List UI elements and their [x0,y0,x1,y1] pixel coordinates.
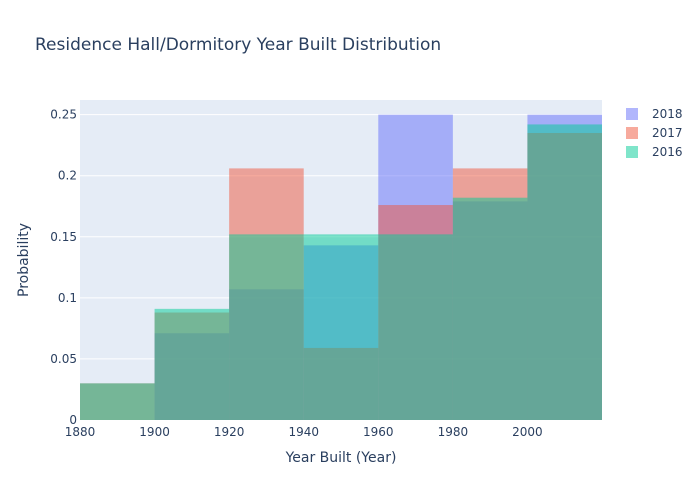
legend-swatch-2017 [626,127,638,139]
y-tick-label: 0.15 [50,230,77,244]
y-tick-label: 0.05 [50,352,77,366]
histogram-bar-2016-bin-1920 [229,234,304,420]
y-axis-title: Probability [16,223,32,297]
x-axis-ticks: 1880 1900 1920 1940 1960 1980 2000 [65,425,543,439]
histogram-bar-2016-bin-2000 [527,124,602,420]
histogram-bar-2016-bin-1940 [303,234,379,420]
chart-title: Residence Hall/Dormitory Year Built Dist… [35,35,441,55]
x-tick-label: 1920 [214,425,245,439]
y-tick-label: 0.1 [58,291,77,305]
legend: 2018 2017 2016 [626,107,683,159]
y-axis-ticks: 0 0.05 0.1 0.15 0.2 0.25 [50,108,77,427]
y-tick-label: 0.2 [58,169,77,183]
legend-label-2017: 2017 [652,126,683,140]
x-axis-title: Year Built (Year) [285,450,397,466]
histogram-bar-2016-bin-1980 [452,197,528,420]
x-tick-label: 1880 [65,425,96,439]
x-tick-label: 1980 [438,425,469,439]
x-tick-label: 1940 [288,425,319,439]
x-tick-label: 2000 [512,425,543,439]
legend-label-2018: 2018 [652,107,683,121]
y-tick-label: 0.25 [50,108,77,122]
histogram-bar-2016-bin-1880 [80,383,155,420]
histogram-bars [80,114,602,420]
legend-label-2016: 2016 [652,145,683,159]
histogram-bar-2016-bin-1900 [154,308,230,420]
histogram-bar-2016-bin-1960 [378,234,453,420]
legend-swatch-2016 [626,146,638,158]
x-tick-label: 1900 [139,425,170,439]
legend-swatch-2018 [626,108,638,120]
y-tick-label: 0 [69,413,77,427]
x-tick-label: 1960 [363,425,394,439]
